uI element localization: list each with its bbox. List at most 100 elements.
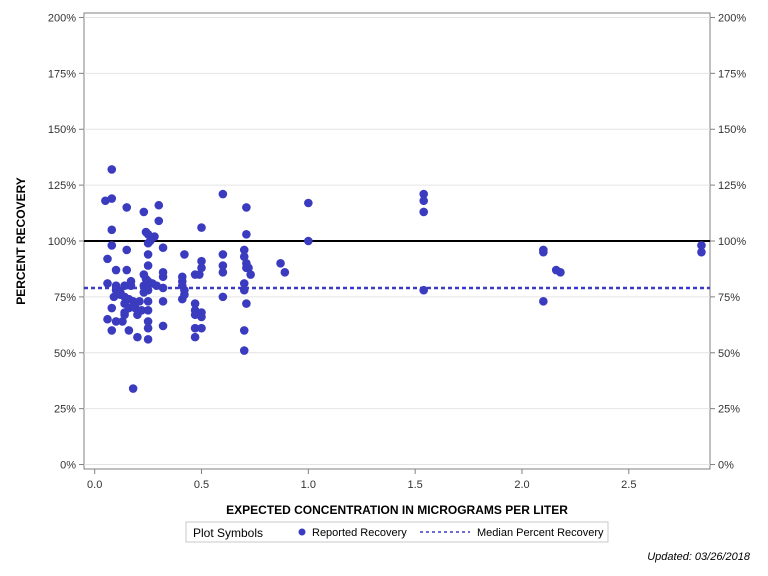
y-tick-label-left: 200% — [48, 12, 76, 24]
data-point — [122, 245, 132, 255]
data-point — [158, 272, 168, 282]
data-point — [239, 245, 249, 255]
data-point — [539, 247, 548, 257]
data-point — [158, 297, 168, 306]
x-tick-label: 0.0 — [87, 479, 102, 491]
data-point — [143, 335, 153, 344]
data-point — [419, 196, 429, 206]
data-point — [242, 203, 251, 212]
legend: Plot Symbols Reported Recovery Median Pe… — [185, 521, 609, 543]
data-point — [124, 303, 134, 313]
y-tick-label-left: 125% — [48, 180, 76, 192]
data-point — [197, 323, 206, 333]
data-point — [190, 332, 200, 342]
x-tick-label: 0.5 — [194, 479, 209, 491]
data-point — [122, 203, 132, 212]
data-point — [239, 346, 249, 355]
y-tick-label-left: 75% — [54, 292, 76, 304]
data-point — [218, 267, 228, 277]
data-point — [143, 297, 153, 306]
data-point — [197, 263, 206, 273]
data-point — [244, 263, 253, 273]
data-point — [107, 194, 117, 203]
data-point — [556, 267, 565, 277]
data-point — [419, 189, 429, 199]
x-axis-ticks: 0.0 0.5 1.0 1.5 2.0 2.5 — [87, 469, 636, 491]
y-axis-title: PERCENT RECOVERY — [14, 177, 28, 305]
data-point — [180, 250, 189, 259]
data-point — [276, 259, 285, 268]
data-point — [143, 250, 153, 259]
y-tick-label-left: 0% — [60, 460, 76, 472]
data-point — [239, 285, 249, 295]
data-point — [107, 303, 117, 313]
reference-lines — [84, 240, 710, 290]
data-point — [107, 225, 117, 235]
data-point — [190, 299, 200, 308]
x-tick-label: 2.0 — [514, 479, 529, 491]
y-tick-label-right: 150% — [718, 124, 746, 136]
data-point — [218, 189, 228, 199]
legend-title: Plot Symbols — [193, 526, 263, 540]
data-point — [126, 281, 136, 291]
data-point — [158, 283, 168, 293]
y-tick-label-right: 175% — [718, 68, 746, 80]
data-point — [143, 285, 153, 295]
data-point — [239, 252, 249, 261]
data-point — [150, 232, 159, 241]
y-tick-label-right: 125% — [718, 180, 746, 192]
y-tick-label-left: 100% — [48, 236, 76, 248]
data-point — [246, 270, 255, 279]
data-point — [120, 281, 129, 291]
data-point — [197, 256, 206, 266]
data-point — [135, 297, 144, 306]
data-point — [158, 243, 168, 253]
data-point — [180, 290, 189, 299]
data-point — [154, 200, 164, 210]
y-tick-label-right: 100% — [718, 236, 746, 248]
data-point — [242, 229, 251, 239]
data-point — [239, 279, 249, 288]
y-tick-label-left: 175% — [48, 68, 76, 80]
data-point — [218, 261, 228, 270]
data-point — [218, 292, 228, 302]
data-point — [137, 305, 146, 315]
data-point — [190, 323, 200, 333]
data-point — [154, 216, 164, 226]
y-axis-right-ticks: 0% 25% 50% 75% 100% 125% 150% 175% 200% — [710, 12, 746, 472]
y-tick-label-left: 150% — [48, 124, 76, 136]
data-point — [280, 267, 290, 277]
data-point — [122, 265, 132, 275]
data-point — [118, 317, 127, 326]
data-point — [304, 198, 313, 208]
data-point — [304, 236, 313, 246]
y-tick-label-right: 0% — [718, 460, 734, 472]
legend-reported-marker — [298, 528, 306, 536]
data-point — [158, 321, 168, 331]
data-point — [107, 241, 117, 250]
data-point — [124, 326, 134, 335]
y-axis-left-ticks: 0% 25% 50% 75% 100% 125% 150% 175% 200% — [48, 12, 84, 472]
data-point — [242, 299, 251, 308]
data-points — [101, 165, 706, 393]
y-tick-label-left: 25% — [54, 404, 76, 416]
gridlines — [84, 16, 710, 466]
y-tick-label-left: 50% — [54, 348, 76, 360]
legend-reported-label: Reported Recovery — [312, 527, 407, 539]
x-tick-label: 1.5 — [408, 479, 423, 491]
updated-footnote: Updated: 03/26/2018 — [647, 551, 751, 563]
data-point — [143, 261, 153, 270]
data-point — [697, 247, 706, 257]
y-tick-label-right: 50% — [718, 348, 740, 360]
x-tick-label: 1.0 — [301, 479, 316, 491]
data-point — [218, 250, 228, 259]
data-point — [419, 285, 429, 295]
data-point — [195, 270, 204, 279]
data-point — [107, 165, 117, 174]
data-point — [103, 314, 112, 324]
data-point — [128, 384, 138, 393]
data-point — [239, 326, 249, 335]
data-point — [143, 317, 153, 326]
x-axis-title: EXPECTED CONCENTRATION IN MICROGRAMS PER… — [226, 503, 568, 517]
